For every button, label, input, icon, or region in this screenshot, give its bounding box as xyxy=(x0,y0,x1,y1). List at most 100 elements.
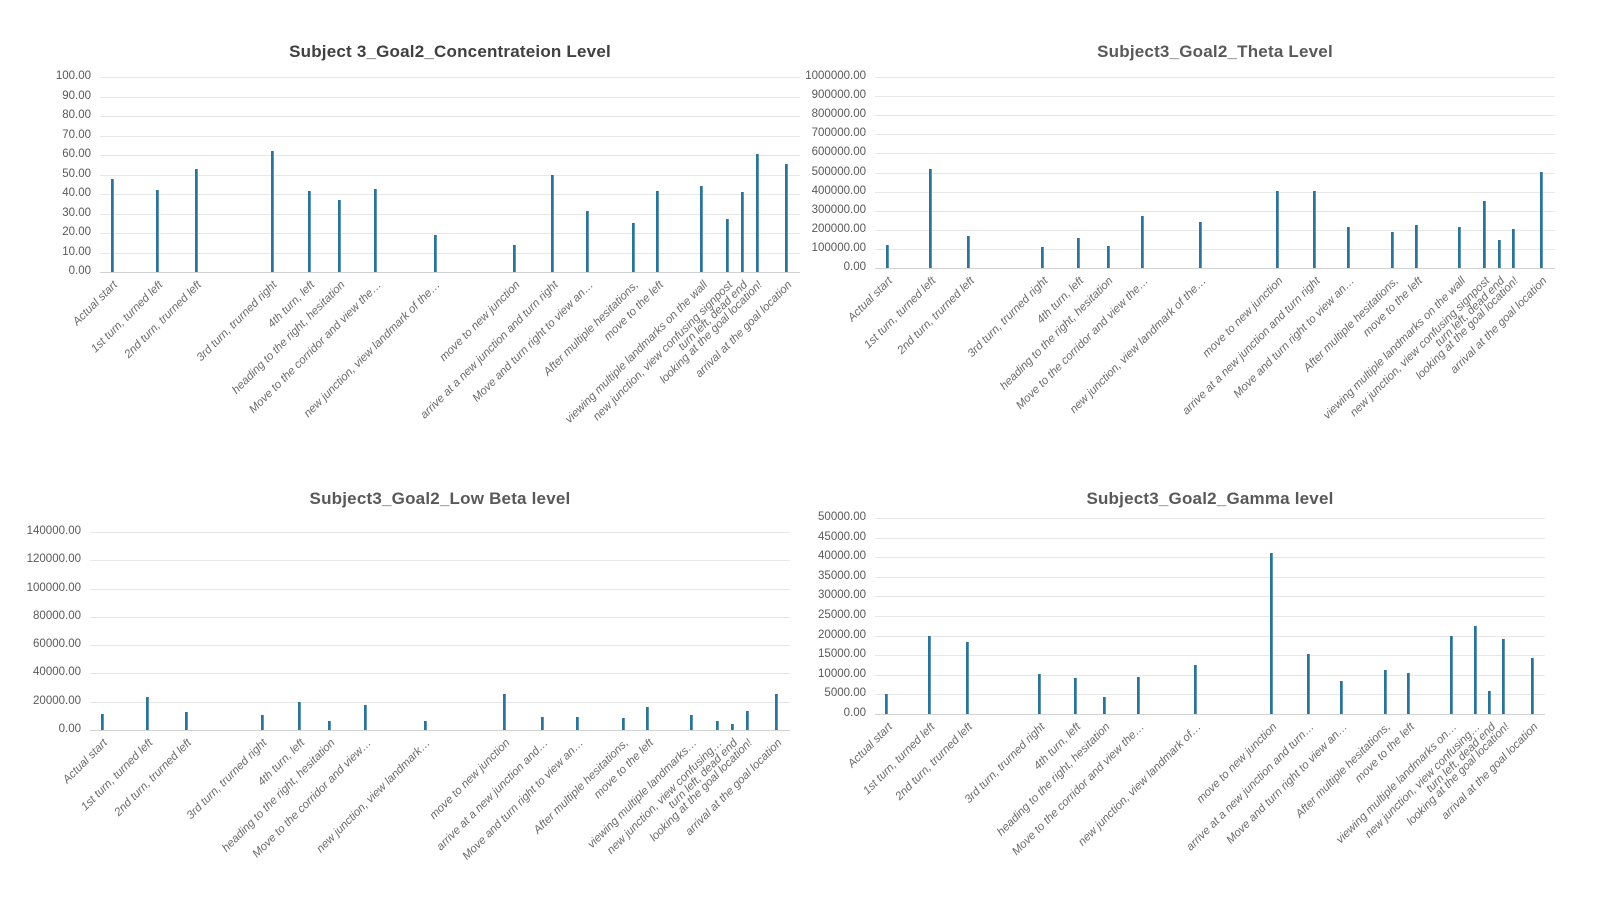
bar[interactable] xyxy=(1488,691,1492,714)
bar[interactable] xyxy=(690,715,694,730)
bar[interactable] xyxy=(745,711,749,730)
bar[interactable] xyxy=(967,236,971,268)
bar[interactable] xyxy=(1269,553,1273,714)
bar[interactable] xyxy=(656,191,660,272)
bar[interactable] xyxy=(646,707,650,730)
y-axis-tick-label: 20000.00 xyxy=(33,694,81,707)
x-axis-category-label: arrive at a new junction and turn right xyxy=(1180,275,1323,418)
bar[interactable] xyxy=(1076,238,1080,268)
bar[interactable] xyxy=(621,718,625,730)
gridline xyxy=(875,134,1555,136)
bar[interactable] xyxy=(338,200,342,272)
bar[interactable] xyxy=(725,219,729,272)
bar[interactable] xyxy=(740,192,744,272)
y-axis-tick-label: 20000.00 xyxy=(818,628,866,641)
bar[interactable] xyxy=(374,189,378,272)
bar[interactable] xyxy=(423,721,427,730)
y-axis-tick-label: 300000.00 xyxy=(811,203,866,216)
bar[interactable] xyxy=(110,179,114,272)
y-axis-tick-label: 500000.00 xyxy=(811,165,866,178)
bar[interactable] xyxy=(785,164,788,272)
bar[interactable] xyxy=(1458,227,1462,268)
bar[interactable] xyxy=(1511,229,1515,268)
bar[interactable] xyxy=(1391,232,1395,268)
bar[interactable] xyxy=(551,175,555,272)
bar[interactable] xyxy=(194,169,198,272)
bar[interactable] xyxy=(155,190,159,272)
gridline xyxy=(875,153,1555,155)
bar[interactable] xyxy=(1482,201,1486,268)
bar[interactable] xyxy=(928,636,932,714)
y-axis-tick-label: 0.00 xyxy=(68,265,91,277)
y-axis-tick-label: 140000.00 xyxy=(26,525,81,537)
bar[interactable] xyxy=(1199,222,1203,268)
gridline xyxy=(100,116,800,117)
bar[interactable] xyxy=(541,717,545,730)
bar[interactable] xyxy=(1347,227,1351,268)
bar[interactable] xyxy=(145,697,149,730)
bar[interactable] xyxy=(965,642,969,714)
chart-gamma: Subject3_Goal2_Gamma level 50000.00 45000… xyxy=(800,450,1600,900)
bar[interactable] xyxy=(730,724,734,730)
x-axis-line xyxy=(875,714,1545,715)
bar[interactable] xyxy=(631,223,635,272)
bar[interactable] xyxy=(1040,247,1044,268)
bar[interactable] xyxy=(885,245,889,268)
bar[interactable] xyxy=(700,186,704,272)
gridline xyxy=(875,518,1545,519)
bar[interactable] xyxy=(1540,172,1544,268)
bar[interactable] xyxy=(576,717,580,730)
bar[interactable] xyxy=(1502,639,1506,714)
y-axis-tick-label: 0.00 xyxy=(843,707,866,719)
bar[interactable] xyxy=(1407,673,1411,714)
bar[interactable] xyxy=(1383,670,1387,714)
bar[interactable] xyxy=(100,714,104,730)
gridline xyxy=(875,694,1545,696)
y-axis-tick-label: 35000.00 xyxy=(818,569,866,582)
bar[interactable] xyxy=(1340,681,1344,714)
bar[interactable] xyxy=(1473,626,1477,714)
gridline xyxy=(875,576,1545,578)
bar[interactable] xyxy=(715,721,719,730)
bar[interactable] xyxy=(270,151,274,272)
x-axis-line xyxy=(875,268,1555,269)
bar[interactable] xyxy=(775,694,778,730)
bar[interactable] xyxy=(502,694,506,730)
gridline xyxy=(100,252,800,254)
gridline xyxy=(100,213,800,215)
bar[interactable] xyxy=(364,705,368,730)
y-axis-tick-label: 30.00 xyxy=(62,206,91,219)
bar[interactable] xyxy=(1103,697,1107,714)
bar[interactable] xyxy=(929,169,933,268)
bar[interactable] xyxy=(586,211,590,272)
bar[interactable] xyxy=(433,235,437,272)
bar[interactable] xyxy=(1275,191,1279,268)
bar[interactable] xyxy=(1194,665,1198,714)
bar[interactable] xyxy=(512,245,516,272)
y-axis-tick-label: 200000.00 xyxy=(811,222,866,235)
y-axis-tick-label: 30000.00 xyxy=(818,589,866,602)
y-axis-tick-label: 60000.00 xyxy=(33,638,81,651)
bar[interactable] xyxy=(1137,677,1141,714)
bar[interactable] xyxy=(328,721,332,730)
chart-title-concentration: Subject 3_Goal2_Concentrateion Level xyxy=(289,42,611,62)
gridline xyxy=(90,616,790,618)
bar[interactable] xyxy=(297,702,301,730)
y-axis-tick-label: 90.00 xyxy=(62,89,91,102)
bar[interactable] xyxy=(1073,678,1077,714)
bar[interactable] xyxy=(1106,246,1110,268)
bar[interactable] xyxy=(260,715,264,730)
y-axis-tick-label: 40.00 xyxy=(62,187,91,199)
bar[interactable] xyxy=(1313,191,1317,268)
bar[interactable] xyxy=(1038,674,1042,714)
bar[interactable] xyxy=(307,191,311,272)
bar[interactable] xyxy=(1530,658,1534,714)
bar[interactable] xyxy=(885,694,889,714)
bar[interactable] xyxy=(1449,636,1453,714)
bar[interactable] xyxy=(1497,240,1501,268)
bar[interactable] xyxy=(1141,216,1145,268)
bar[interactable] xyxy=(1306,654,1310,714)
bar[interactable] xyxy=(1415,225,1419,268)
bar[interactable] xyxy=(755,154,759,272)
bar[interactable] xyxy=(184,712,188,730)
